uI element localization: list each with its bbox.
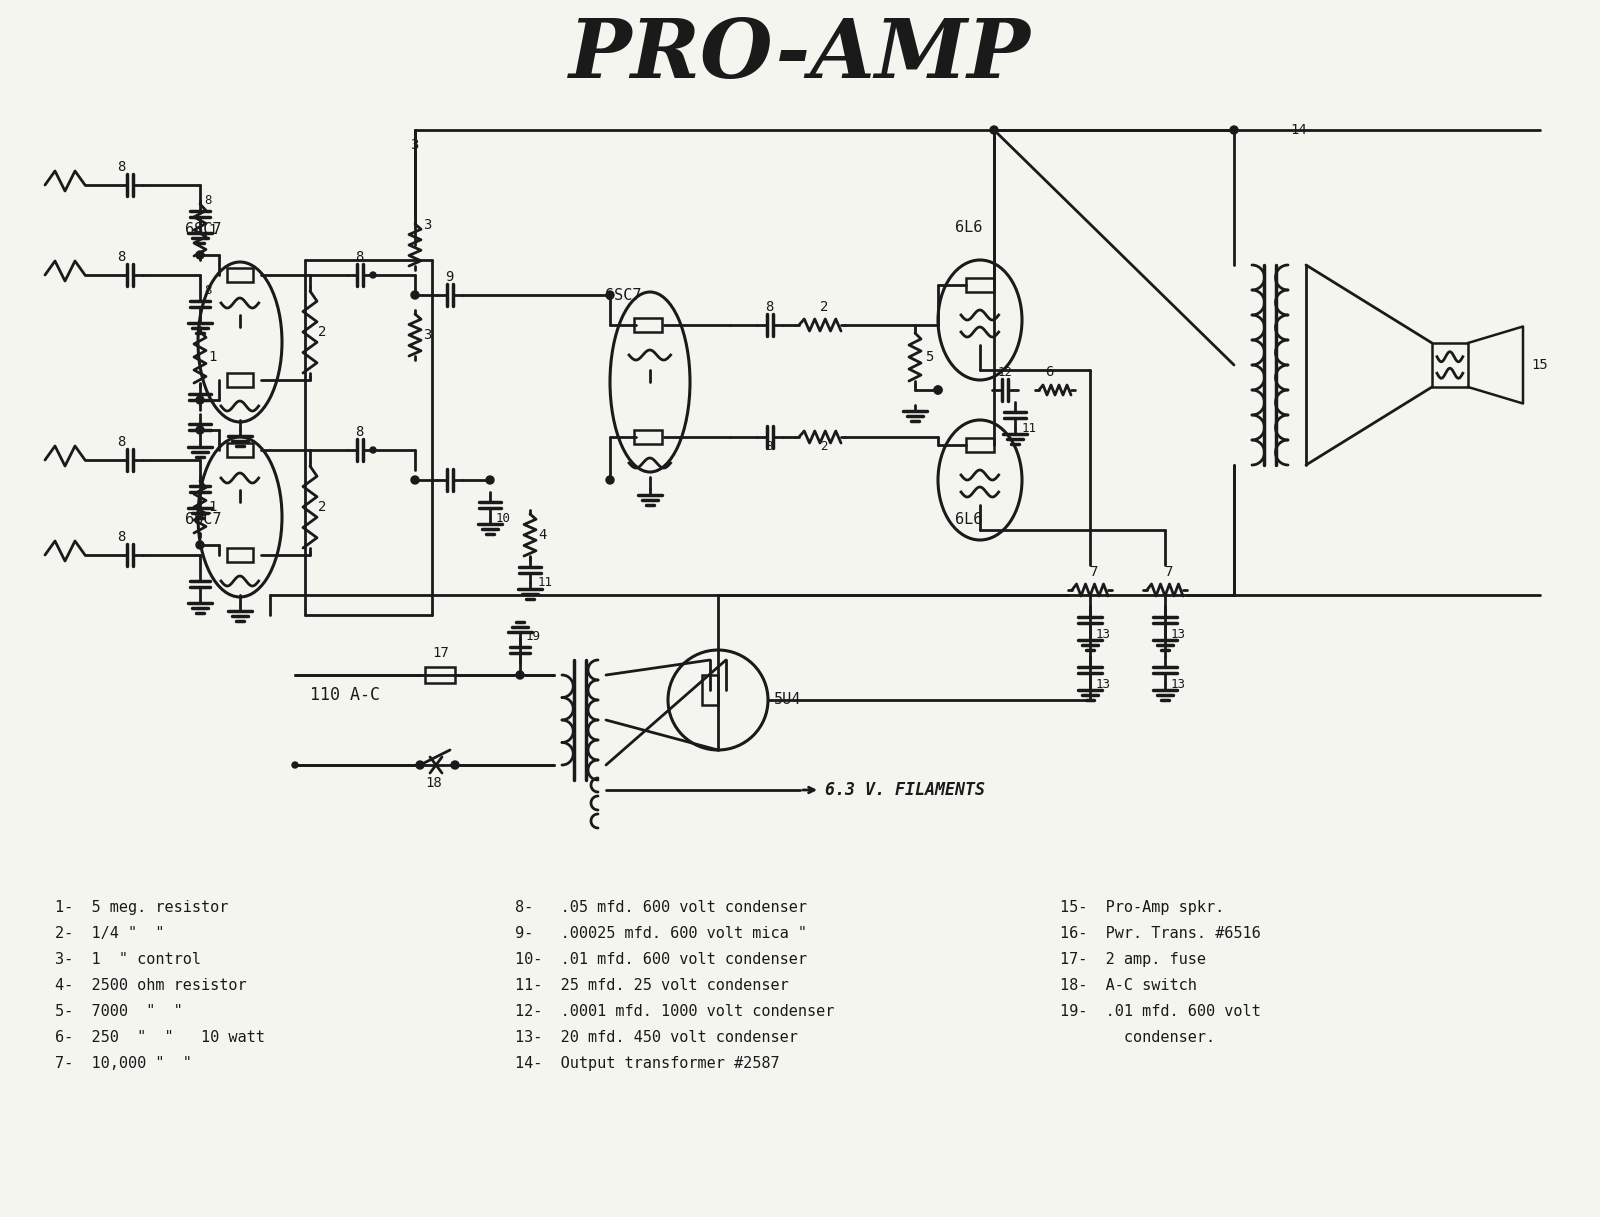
Text: 2: 2 (819, 301, 829, 314)
Text: 13: 13 (1096, 678, 1110, 690)
Text: 11: 11 (1022, 421, 1037, 434)
Text: 5: 5 (925, 350, 933, 364)
Text: 17-  2 amp. fuse: 17- 2 amp. fuse (1059, 952, 1206, 968)
Circle shape (606, 291, 614, 299)
Text: 3-  1  " control: 3- 1 " control (54, 952, 202, 968)
Text: 6.3 V. FILAMENTS: 6.3 V. FILAMENTS (826, 781, 986, 800)
Text: 8: 8 (117, 159, 125, 174)
Text: 6SC7: 6SC7 (186, 512, 221, 527)
Text: 15-  Pro-Amp spkr.: 15- Pro-Amp spkr. (1059, 901, 1224, 915)
Text: 6SC7: 6SC7 (605, 287, 642, 303)
Circle shape (195, 251, 205, 259)
Circle shape (934, 386, 942, 394)
Circle shape (990, 127, 998, 134)
Text: 6SC7: 6SC7 (186, 223, 221, 237)
Text: 5U4: 5U4 (774, 692, 802, 707)
Bar (634, 318, 662, 332)
Circle shape (515, 671, 525, 679)
Bar (227, 548, 253, 562)
Circle shape (291, 762, 298, 768)
Text: 18: 18 (426, 776, 442, 790)
Text: 4: 4 (538, 528, 546, 542)
Text: 2: 2 (318, 325, 326, 340)
Text: 8-   .05 mfd. 600 volt condenser: 8- .05 mfd. 600 volt condenser (515, 901, 806, 915)
Bar (426, 667, 454, 683)
Text: 8: 8 (355, 425, 363, 439)
Text: 19: 19 (526, 630, 541, 644)
Circle shape (370, 447, 376, 453)
Text: 8: 8 (765, 301, 773, 314)
Text: 8: 8 (765, 441, 773, 454)
Text: 8: 8 (355, 249, 363, 264)
Text: 12: 12 (998, 365, 1013, 378)
Text: 6-  250  "  "   10 watt: 6- 250 " " 10 watt (54, 1030, 266, 1045)
Text: 12-  .0001 mfd. 1000 volt condenser: 12- .0001 mfd. 1000 volt condenser (515, 1004, 834, 1019)
Text: 15: 15 (1531, 358, 1547, 372)
Circle shape (195, 542, 205, 549)
Text: 10: 10 (496, 511, 510, 525)
Text: 2: 2 (318, 500, 326, 514)
Text: 14-  Output transformer #2587: 14- Output transformer #2587 (515, 1056, 779, 1071)
Text: 3: 3 (410, 138, 418, 152)
Text: 13: 13 (1171, 628, 1186, 640)
Text: 7: 7 (1090, 565, 1098, 579)
Text: 13: 13 (1171, 678, 1186, 690)
Text: 8: 8 (117, 434, 125, 449)
Bar (702, 675, 718, 705)
Circle shape (416, 761, 424, 769)
Circle shape (370, 273, 376, 277)
Circle shape (411, 291, 419, 299)
Circle shape (1230, 127, 1238, 134)
Text: 5-  7000  "  ": 5- 7000 " " (54, 1004, 182, 1019)
Bar (966, 277, 994, 292)
Text: 1: 1 (208, 223, 216, 237)
Text: 8: 8 (205, 285, 211, 297)
Text: PRO-AMP: PRO-AMP (570, 15, 1030, 95)
Text: condenser.: condenser. (1059, 1030, 1214, 1045)
Text: 2: 2 (819, 441, 827, 454)
Text: 17: 17 (432, 646, 448, 660)
Text: 7-  10,000 "  ": 7- 10,000 " " (54, 1056, 192, 1071)
Text: 6L6: 6L6 (955, 512, 982, 527)
Text: 4-  2500 ohm resistor: 4- 2500 ohm resistor (54, 978, 246, 993)
Text: 3: 3 (422, 218, 432, 232)
Text: 6L6: 6L6 (955, 220, 982, 236)
Text: 16-  Pwr. Trans. #6516: 16- Pwr. Trans. #6516 (1059, 926, 1261, 941)
Text: 9: 9 (445, 270, 453, 284)
Circle shape (195, 396, 205, 404)
Circle shape (451, 761, 459, 769)
Text: 6: 6 (1045, 365, 1053, 378)
Text: 8: 8 (117, 529, 125, 544)
Text: 8: 8 (117, 249, 125, 264)
Bar (966, 438, 994, 452)
Text: 11-  25 mfd. 25 volt condenser: 11- 25 mfd. 25 volt condenser (515, 978, 789, 993)
Text: 11: 11 (538, 577, 554, 589)
Bar (1432, 343, 1469, 387)
Text: 18-  A-C switch: 18- A-C switch (1059, 978, 1197, 993)
Circle shape (486, 476, 494, 484)
Bar (634, 430, 662, 444)
Bar (227, 372, 253, 387)
Circle shape (606, 476, 614, 484)
Text: 3: 3 (422, 329, 432, 342)
Text: 1: 1 (208, 350, 216, 364)
Text: 1: 1 (208, 500, 216, 514)
Text: 10-  .01 mfd. 600 volt condenser: 10- .01 mfd. 600 volt condenser (515, 952, 806, 968)
Bar (227, 443, 253, 458)
Circle shape (411, 476, 419, 484)
Circle shape (934, 386, 942, 394)
Text: 8: 8 (205, 195, 211, 208)
Text: 7: 7 (1165, 565, 1173, 579)
Text: 14: 14 (1290, 123, 1307, 138)
Text: 1-  5 meg. resistor: 1- 5 meg. resistor (54, 901, 229, 915)
Text: 19-  .01 mfd. 600 volt: 19- .01 mfd. 600 volt (1059, 1004, 1261, 1019)
Text: 13: 13 (1096, 628, 1110, 640)
Text: 9-   .00025 mfd. 600 volt mica ": 9- .00025 mfd. 600 volt mica " (515, 926, 806, 941)
Text: 110 A-C: 110 A-C (310, 686, 381, 703)
Bar (227, 268, 253, 282)
Circle shape (195, 426, 205, 434)
Text: 2-  1/4 "  ": 2- 1/4 " " (54, 926, 165, 941)
Text: 13-  20 mfd. 450 volt condenser: 13- 20 mfd. 450 volt condenser (515, 1030, 798, 1045)
